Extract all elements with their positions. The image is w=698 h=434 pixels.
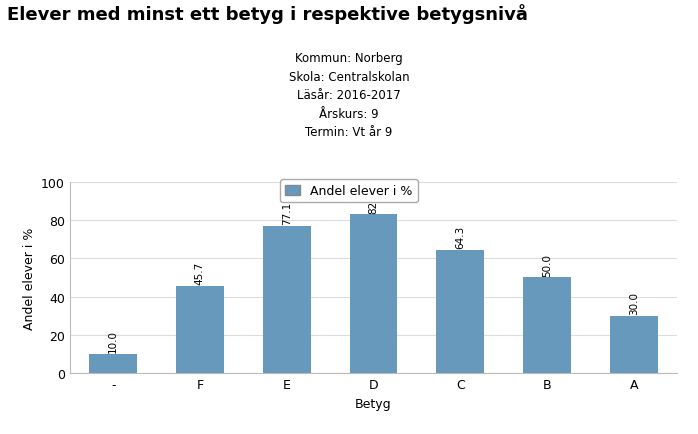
Text: 77.1: 77.1 bbox=[282, 201, 292, 224]
Bar bbox=[350, 215, 397, 373]
Text: 10.0: 10.0 bbox=[108, 330, 118, 352]
Text: 64.3: 64.3 bbox=[455, 226, 465, 249]
Text: Elever med minst ett betyg i respektive betygsnivå: Elever med minst ett betyg i respektive … bbox=[7, 4, 528, 24]
Bar bbox=[610, 316, 658, 373]
Text: 82.9: 82.9 bbox=[369, 190, 378, 214]
X-axis label: Betyg: Betyg bbox=[355, 397, 392, 410]
Bar bbox=[523, 278, 571, 373]
Legend: Andel elever i %: Andel elever i % bbox=[281, 180, 417, 203]
Bar bbox=[176, 286, 224, 373]
Y-axis label: Andel elever i %: Andel elever i % bbox=[22, 227, 36, 329]
Text: 45.7: 45.7 bbox=[195, 261, 205, 284]
Bar bbox=[89, 354, 137, 373]
Bar bbox=[263, 226, 311, 373]
Text: 30.0: 30.0 bbox=[629, 292, 639, 314]
Text: Kommun: Norberg
Skola: Centralskolan
Läsår: 2016-2017
Årskurs: 9
Termin: Vt år 9: Kommun: Norberg Skola: Centralskolan Läs… bbox=[289, 52, 409, 139]
Text: 50.0: 50.0 bbox=[542, 253, 552, 276]
Bar bbox=[436, 250, 484, 373]
